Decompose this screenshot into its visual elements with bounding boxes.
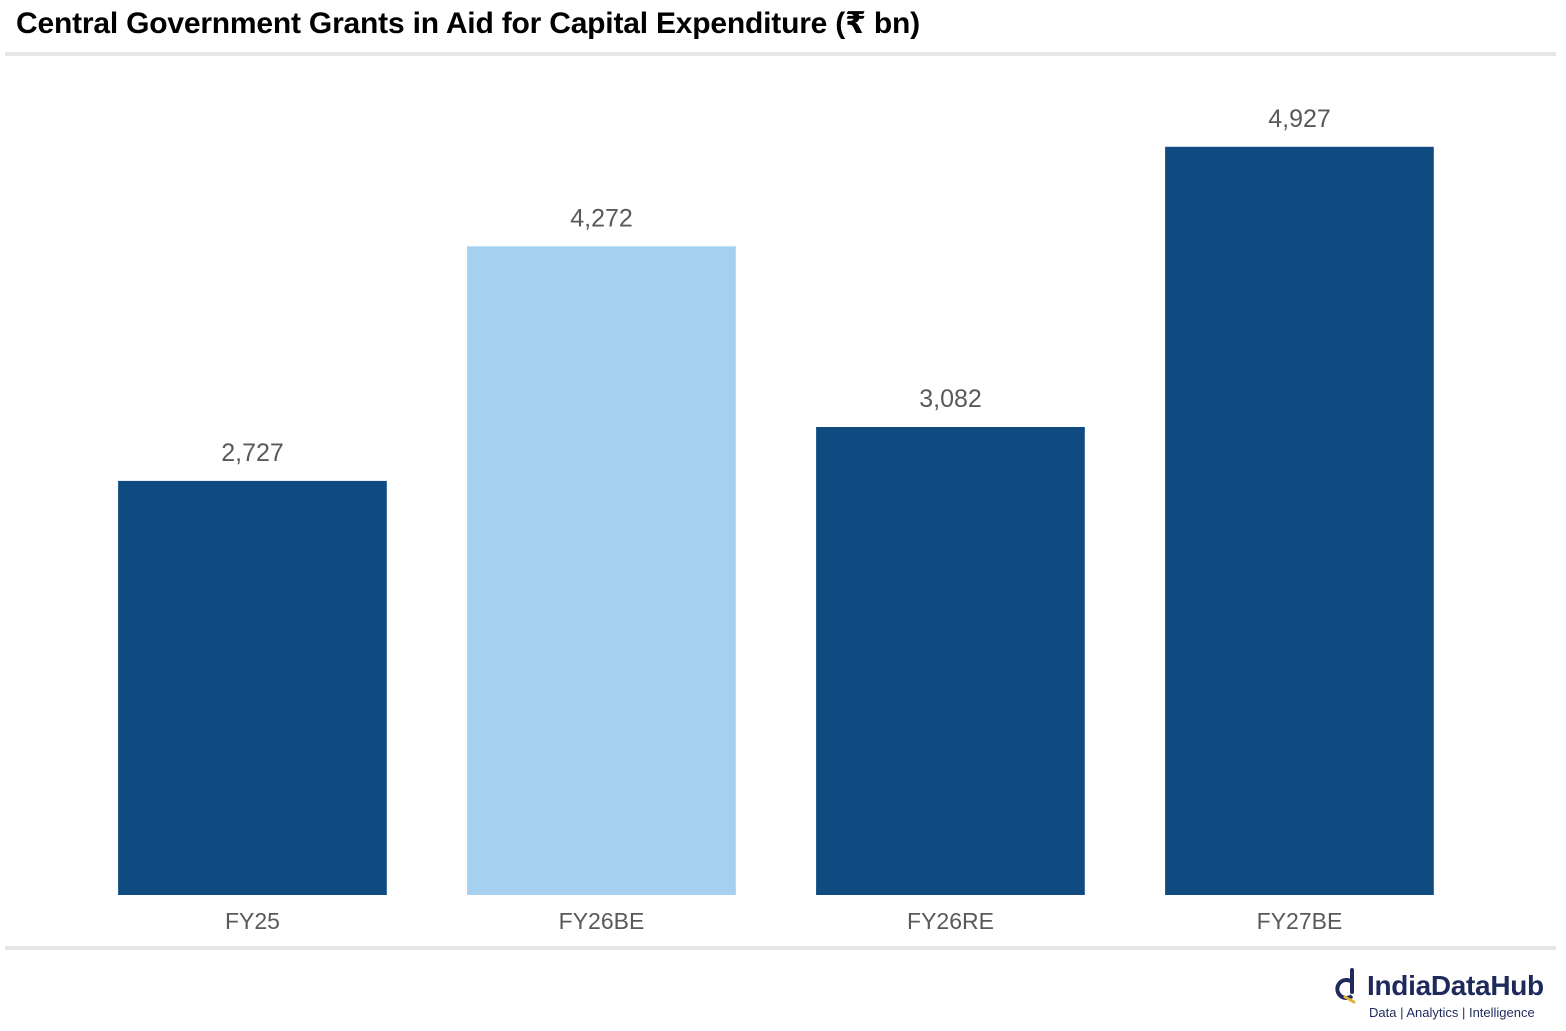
bar-fy26be xyxy=(467,246,736,896)
x-tick-label-fy26be: FY26BE xyxy=(559,908,645,934)
data-label-fy26re: 3,082 xyxy=(919,385,982,413)
bar-fy27be xyxy=(1165,146,1434,896)
data-label-fy27be: 4,927 xyxy=(1268,105,1331,133)
data-label-fy26be: 4,272 xyxy=(570,204,633,232)
data-label-fy25: 2,727 xyxy=(221,439,284,467)
x-tick-label-fy26re: FY26RE xyxy=(907,908,994,934)
title-divider xyxy=(5,52,1556,56)
bar-fy26re xyxy=(816,427,1085,895)
x-tick-label-fy27be: FY27BE xyxy=(1257,908,1343,934)
brand-logo: IndiaDataHub Data | Analytics | Intellig… xyxy=(1330,966,1560,1026)
x-tick-label-fy25: FY25 xyxy=(225,908,280,934)
bar-fy25 xyxy=(118,480,387,895)
bar-chart: 2,727 FY25 4,272 FY26BE 3,082 FY26RE 4,927 FY27… xyxy=(118,105,1434,934)
brand-tagline: Data | Analytics | Intelligence xyxy=(1369,1005,1535,1020)
footer-divider xyxy=(5,946,1556,950)
chart-title: Central Government Grants in Aid for Cap… xyxy=(16,7,920,40)
brand-name: IndiaDataHub xyxy=(1367,970,1544,1001)
brand-mark-icon xyxy=(1335,968,1356,1004)
